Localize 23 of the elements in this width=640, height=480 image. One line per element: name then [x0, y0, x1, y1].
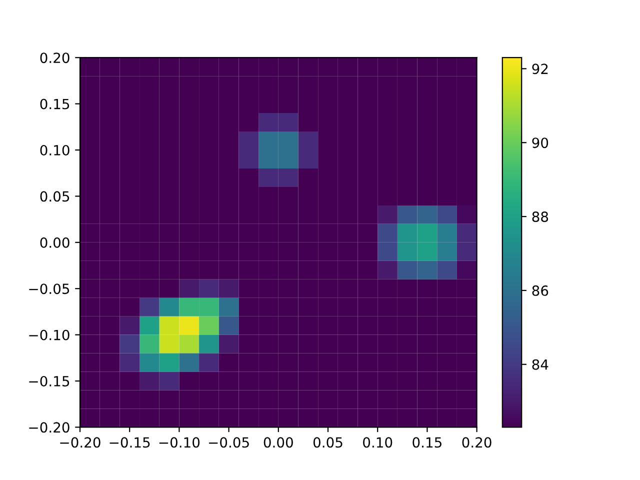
color-bar-label: 86: [532, 285, 548, 296]
y-tick-label: −0.05: [29, 284, 70, 294]
x-tick-label: −0.20: [60, 437, 100, 448]
x-tick-label: 0.20: [462, 437, 492, 448]
x-tick-label: −0.10: [159, 437, 200, 448]
y-tick-label: −0.15: [29, 376, 70, 386]
y-tick-label: −0.20: [29, 422, 70, 433]
color-bar-label: 92: [532, 64, 548, 74]
y-tick-label: 0.20: [40, 52, 70, 64]
y-tick-label: 0.15: [40, 98, 70, 110]
x-tick-label: 0.05: [313, 437, 342, 448]
x-tick-label: 0.10: [363, 437, 392, 448]
color-bar-label: 90: [532, 138, 548, 148]
y-tick-label: 0.00: [40, 237, 70, 248]
x-tick-label: 0.00: [264, 437, 293, 448]
x-tick-label: 0.15: [412, 437, 442, 448]
y-tick-label: 0.10: [40, 144, 70, 156]
color-bar-label: 84: [532, 359, 548, 370]
x-tick-label: −0.15: [110, 437, 150, 448]
x-tick-label: −0.05: [208, 437, 249, 448]
color-bar-label: 88: [532, 211, 548, 222]
y-tick-label: −0.10: [29, 330, 70, 340]
y-tick-label: 0.05: [40, 191, 70, 202]
